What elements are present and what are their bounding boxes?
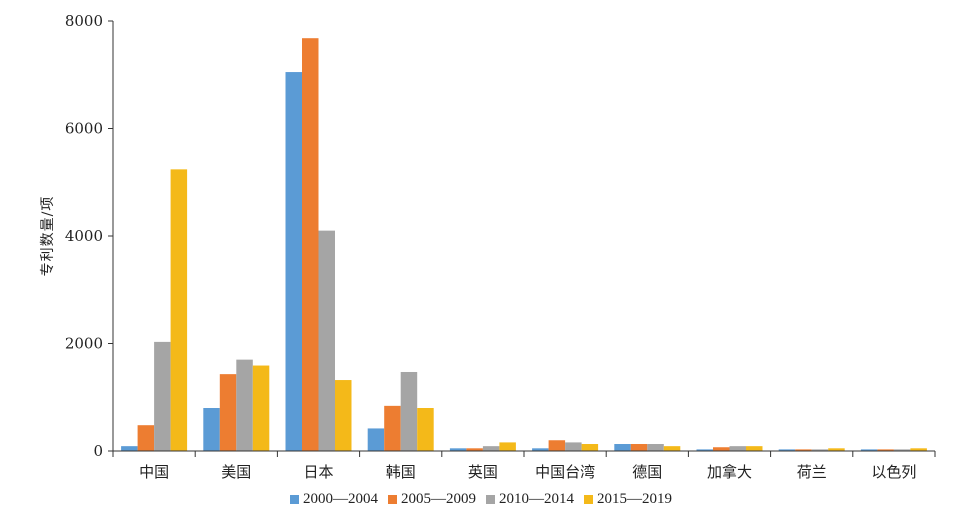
legend-label: 2005—2009 bbox=[401, 491, 476, 507]
bar bbox=[565, 442, 582, 451]
bar bbox=[449, 448, 467, 451]
bar bbox=[499, 442, 516, 451]
y-tick-label: 4000 bbox=[65, 227, 103, 245]
bar bbox=[877, 449, 894, 451]
x-tick-label: 荷兰 bbox=[797, 463, 827, 481]
bar bbox=[713, 447, 730, 451]
bar bbox=[154, 341, 171, 451]
bar bbox=[630, 444, 648, 451]
x-tick-label: 美国 bbox=[221, 463, 251, 481]
legend-item: 2010—2014 bbox=[486, 491, 574, 508]
bar bbox=[335, 380, 352, 451]
x-tick-label: 加拿大 bbox=[707, 463, 752, 481]
bar bbox=[121, 446, 138, 451]
legend-label: 2010—2014 bbox=[499, 491, 574, 507]
legend-swatch bbox=[486, 495, 495, 504]
legend-item: 2015—2019 bbox=[584, 491, 672, 508]
bar bbox=[893, 449, 911, 451]
bar bbox=[285, 72, 302, 451]
x-tick-label: 中国台湾 bbox=[535, 463, 595, 481]
bar bbox=[367, 428, 385, 451]
bar bbox=[729, 446, 746, 451]
bar bbox=[203, 408, 220, 451]
legend-swatch bbox=[388, 495, 397, 504]
x-axis-ticks: 中国 美国 日本 韩国 英国 中国台湾 德国 加拿大 荷兰 以色列 bbox=[112, 451, 936, 481]
x-tick-label: 英国 bbox=[468, 463, 498, 481]
bar bbox=[302, 38, 319, 451]
bar bbox=[581, 444, 599, 451]
legend-label: 2015—2019 bbox=[597, 491, 672, 507]
bar bbox=[548, 440, 566, 451]
bar bbox=[811, 449, 829, 451]
bar bbox=[236, 359, 253, 452]
bar bbox=[466, 448, 483, 451]
bar bbox=[778, 449, 796, 451]
bar bbox=[910, 448, 927, 451]
bar bbox=[137, 425, 155, 451]
legend-label: 2000—2004 bbox=[303, 491, 378, 507]
bar bbox=[647, 444, 664, 451]
bar bbox=[663, 446, 681, 451]
y-axis-label: 专利数量/项 bbox=[40, 196, 56, 277]
bar bbox=[860, 449, 878, 451]
bar bbox=[318, 230, 335, 451]
legend-swatch bbox=[290, 495, 299, 504]
bar bbox=[746, 446, 763, 451]
bar bbox=[532, 448, 549, 451]
legend-swatch bbox=[584, 495, 593, 504]
bar bbox=[170, 169, 188, 451]
bar bbox=[614, 444, 631, 451]
y-tick-label: 8000 bbox=[65, 12, 103, 30]
y-tick-label: 2000 bbox=[65, 335, 103, 353]
y-axis-ticks: 0 2000 4000 6000 8000 bbox=[65, 12, 113, 460]
bar bbox=[828, 448, 845, 451]
y-tick-label: 6000 bbox=[65, 120, 103, 138]
x-tick-label: 日本 bbox=[303, 463, 333, 481]
bar bbox=[384, 405, 401, 451]
bar bbox=[400, 371, 418, 451]
x-tick-label: 德国 bbox=[632, 463, 662, 481]
legend-item: 2000—2004 bbox=[290, 491, 378, 508]
bar bbox=[696, 449, 713, 451]
legend: 2000—2004 2005—2009 2010—2014 2015—2019 bbox=[0, 491, 962, 508]
bar bbox=[252, 365, 270, 451]
bar bbox=[795, 449, 812, 451]
bar bbox=[482, 446, 500, 451]
legend-item: 2005—2009 bbox=[388, 491, 476, 508]
y-tick-label: 0 bbox=[93, 442, 103, 460]
x-tick-label: 韩国 bbox=[386, 463, 416, 481]
bar bbox=[219, 374, 237, 451]
x-tick-label: 中国 bbox=[139, 463, 169, 481]
x-tick-label: 以色列 bbox=[871, 463, 916, 481]
bar bbox=[417, 408, 434, 451]
bars bbox=[121, 38, 927, 452]
